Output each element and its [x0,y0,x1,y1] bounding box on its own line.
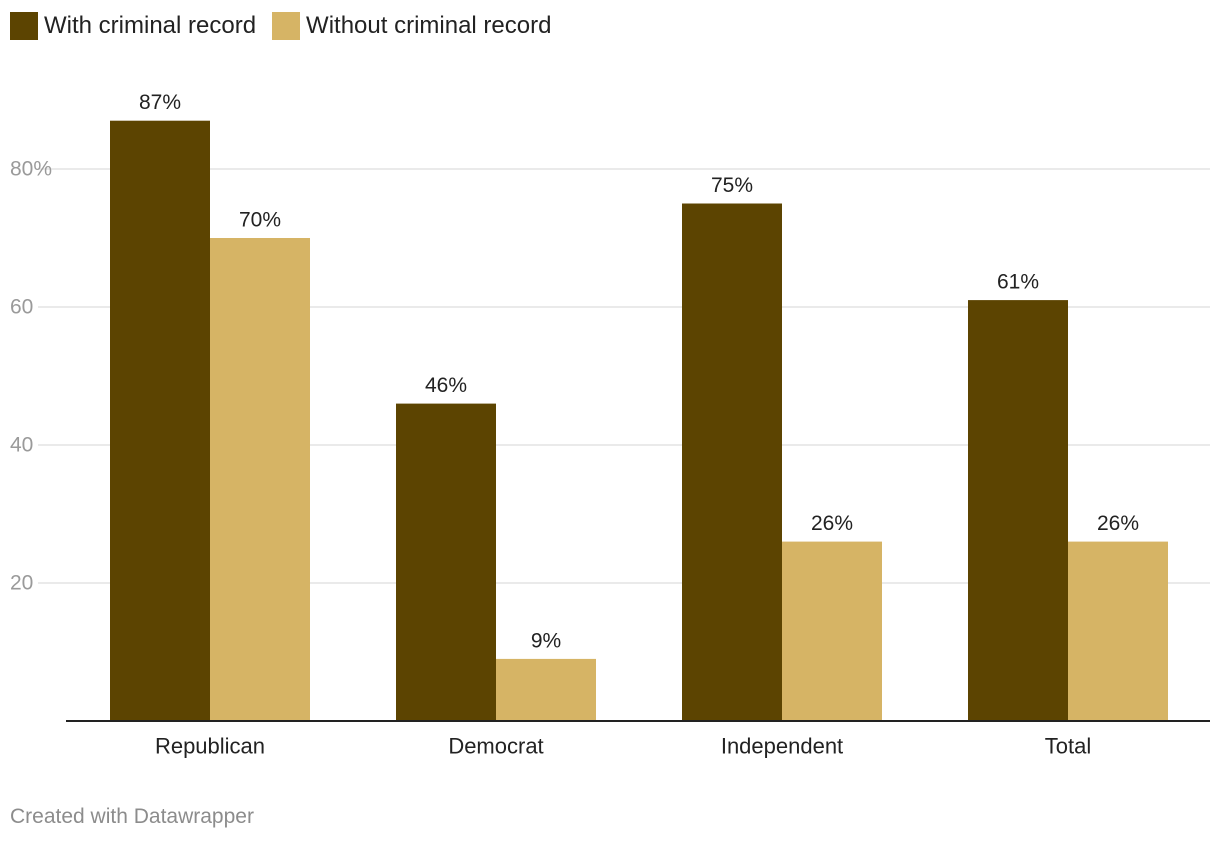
legend-label-without-criminal-record: Without criminal record [306,12,552,39]
y-tick-label-60: 60 [10,296,33,319]
value-label-republican-without: 70% [239,209,281,232]
value-label-democrat-without: 9% [531,629,561,652]
x-tick-label-independent: Independent [721,734,843,759]
value-label-democrat-with: 46% [425,374,467,397]
value-label-independent-without: 26% [811,512,853,535]
value-label-total-without: 26% [1097,512,1139,535]
bar-democrat-with [396,403,496,721]
legend-swatch-without-criminal-record [272,12,301,40]
x-tick-label-democrat: Democrat [448,734,543,759]
footer-credit: Created with Datawrapper [10,805,254,828]
legend-item-with-criminal-record: With criminal record [10,12,256,40]
legend-swatch-with-criminal-record [10,12,38,40]
bar-republican-without [210,238,310,721]
value-label-republican-with: 87% [139,91,181,114]
bar-democrat-without [496,658,596,721]
bar-total-without [1068,541,1168,721]
y-tick-label-40: 40 [10,434,33,457]
x-tick-label-republican: Republican [155,734,265,759]
legend-item-without-criminal-record: Without criminal record [272,12,551,40]
value-label-independent-with: 75% [711,174,753,197]
x-tick-label-total: Total [1045,734,1091,759]
legend-label-with-criminal-record: With criminal record [44,12,257,39]
bar-independent-with [682,203,782,721]
bar-independent-without [782,541,882,721]
bar-total-with [968,300,1068,721]
legend: With criminal record Without criminal re… [10,10,567,42]
value-label-total-with: 61% [997,271,1039,294]
y-tick-label-20: 20 [10,572,33,595]
bar-republican-with [110,120,210,721]
y-tick-label-80: 80% [10,158,52,181]
